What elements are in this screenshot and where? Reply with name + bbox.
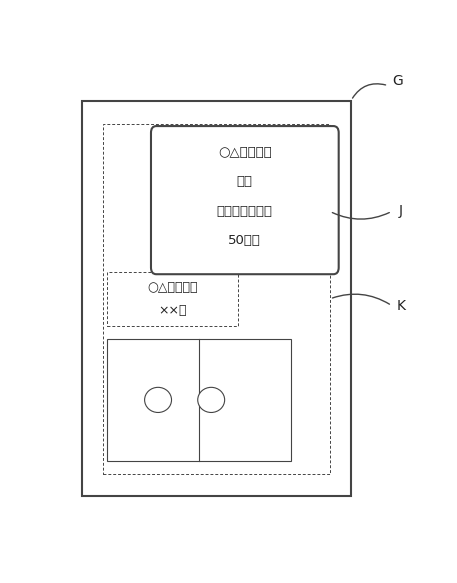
Text: K: K [396,298,405,312]
Bar [82,101,351,497]
Text: J: J [399,205,403,219]
Bar [107,272,238,326]
Bar [103,124,330,474]
Text: チョコドーナツ: チョコドーナツ [217,205,273,217]
Text: ××店: ××店 [158,304,186,317]
Text: ○△ドーナツ: ○△ドーナツ [147,281,197,294]
Bar [107,339,291,461]
Text: G: G [392,74,403,88]
Ellipse shape [198,387,225,413]
Text: 本日: 本日 [237,175,253,188]
Ellipse shape [144,387,171,413]
Text: ○△ドーナツ: ○△ドーナツ [218,146,272,159]
FancyBboxPatch shape [151,126,339,274]
Text: 50円引: 50円引 [228,234,261,247]
